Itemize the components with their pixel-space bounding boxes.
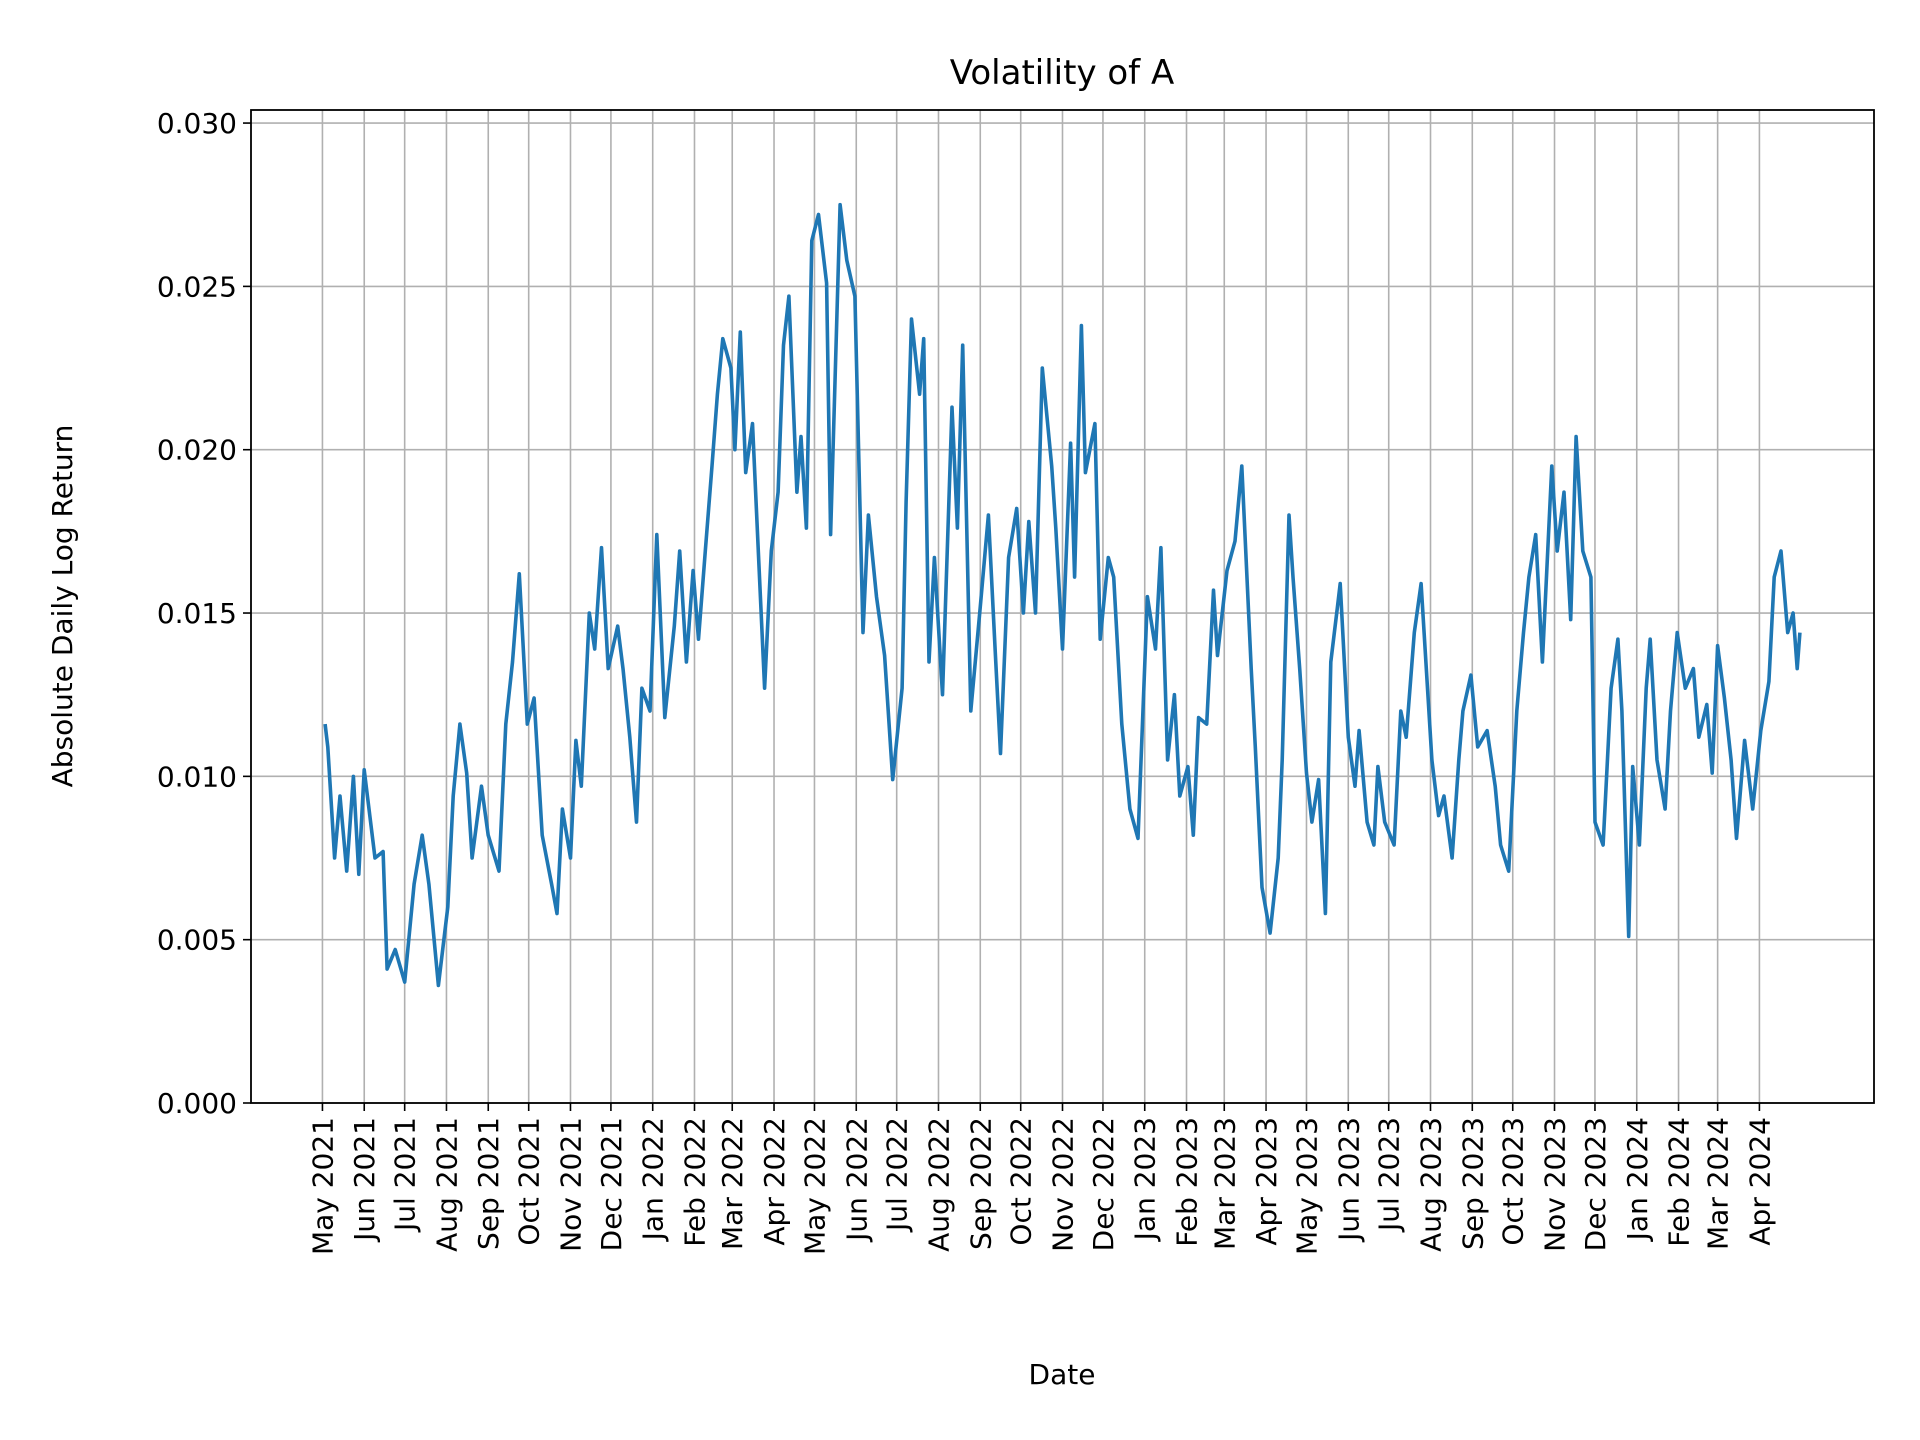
x-tick-label: Apr 2024 (1743, 1117, 1776, 1246)
x-tick-label: Jul 2023 (1373, 1117, 1406, 1233)
x-tick-label: Aug 2021 (430, 1117, 463, 1252)
x-tick-label: Mar 2022 (716, 1117, 749, 1250)
chart-title: Volatility of A (950, 53, 1174, 93)
x-tick-label: May 2023 (1290, 1117, 1323, 1255)
grid (251, 110, 1874, 1104)
x-tick-label: Mar 2023 (1208, 1117, 1241, 1250)
x-tick-label: Dec 2023 (1579, 1117, 1612, 1251)
x-tick-label: Nov 2021 (554, 1117, 587, 1252)
x-tick-label: Aug 2023 (1415, 1117, 1448, 1252)
x-axis: May 2021 Jun 2021 Jul 2021 Aug 2021 Sep 2021… (306, 1103, 1776, 1255)
x-tick-label: Oct 2022 (1005, 1117, 1038, 1246)
x-tick-label: Mar 2024 (1702, 1117, 1735, 1250)
x-tick-label: Jun 2023 (1332, 1117, 1365, 1243)
y-axis: 0.000 0.005 0.010 0.015 0.020 0.025 0.030 (157, 107, 251, 1120)
x-tick-label: May 2021 (306, 1117, 339, 1255)
y-tick-label: 0.025 (157, 270, 237, 303)
y-tick-label: 0.020 (157, 434, 237, 467)
x-tick-label: Jan 2022 (637, 1117, 670, 1242)
y-tick-label: 0.030 (157, 107, 237, 140)
y-tick-label: 0.005 (157, 924, 237, 957)
x-tick-label: May 2022 (798, 1117, 831, 1255)
x-tick-label: Nov 2022 (1047, 1117, 1080, 1252)
x-tick-label: Jun 2021 (348, 1117, 381, 1243)
y-tick-label: 0.010 (157, 760, 237, 793)
x-tick-label: Jan 2023 (1129, 1117, 1162, 1242)
x-tick-label: Aug 2022 (922, 1117, 955, 1252)
x-tick-label: Apr 2023 (1250, 1117, 1283, 1246)
x-tick-label: Oct 2023 (1497, 1117, 1530, 1246)
x-axis-label: Date (1029, 1358, 1096, 1391)
x-tick-label: Dec 2022 (1087, 1117, 1120, 1251)
x-tick-label: Oct 2021 (513, 1117, 546, 1246)
x-tick-label: Nov 2023 (1539, 1117, 1572, 1252)
x-tick-label: Feb 2022 (678, 1117, 711, 1247)
x-tick-label: Jan 2024 (1621, 1117, 1654, 1242)
x-tick-label: Sep 2023 (1456, 1117, 1489, 1250)
x-tick-label: Sep 2022 (964, 1117, 997, 1250)
x-tick-label: Feb 2023 (1171, 1117, 1204, 1247)
series-line (323, 202, 1802, 988)
x-tick-label: Jun 2022 (840, 1117, 873, 1243)
y-tick-label: 0.000 (157, 1087, 237, 1120)
x-tick-label: Apr 2022 (758, 1117, 791, 1246)
x-tick-label: Feb 2024 (1663, 1117, 1696, 1247)
y-axis-label: Absolute Daily Log Return (46, 425, 79, 788)
y-tick-label: 0.015 (157, 597, 237, 630)
x-tick-label: Jul 2021 (389, 1117, 422, 1233)
x-tick-label: Jul 2022 (881, 1117, 914, 1233)
x-tick-label: Sep 2021 (472, 1117, 505, 1250)
x-tick-label: Dec 2021 (595, 1117, 628, 1251)
